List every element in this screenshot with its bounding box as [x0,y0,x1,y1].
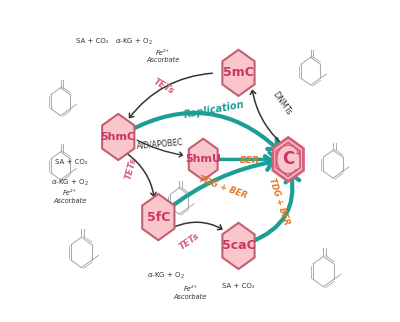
Text: TETs: TETs [124,156,138,181]
Text: 5caC: 5caC [222,240,255,252]
Text: $\alpha$-KG + O$_2$: $\alpha$-KG + O$_2$ [51,178,89,188]
Text: AID/APOBEC: AID/APOBEC [136,138,184,151]
Text: Ascorbate: Ascorbate [174,294,207,300]
Text: C: C [282,150,294,168]
Polygon shape [189,139,218,180]
Text: TDG + BER: TDG + BER [267,176,290,225]
Text: Fe²⁺: Fe²⁺ [183,286,197,292]
Text: BER: BER [240,156,260,165]
Polygon shape [142,194,174,240]
Text: DNMTs: DNMTs [270,90,293,117]
Text: $\alpha$-KG + O$_2$: $\alpha$-KG + O$_2$ [116,37,153,47]
Text: TETs: TETs [151,77,175,96]
Text: 5fC: 5fC [147,211,170,223]
Polygon shape [222,223,254,269]
Text: 5hmC: 5hmC [101,132,136,142]
Polygon shape [102,114,134,160]
Text: Fe²⁺: Fe²⁺ [156,50,170,56]
Text: $\alpha$-KG + O$_2$: $\alpha$-KG + O$_2$ [148,271,185,281]
Text: TDG + BER: TDG + BER [197,174,248,200]
Text: 5mC: 5mC [223,66,254,79]
Text: TETs: TETs [178,231,201,251]
Text: SA + CO₂: SA + CO₂ [222,283,255,289]
Text: Ascorbate: Ascorbate [54,198,87,204]
Text: Replication: Replication [183,99,246,120]
Text: SA + CO₂: SA + CO₂ [56,159,88,165]
Text: SA + CO₂: SA + CO₂ [76,38,109,44]
Text: Fe²⁺: Fe²⁺ [63,190,77,196]
Text: 5hmU: 5hmU [185,154,221,165]
Polygon shape [222,50,254,96]
Text: Ascorbate: Ascorbate [146,57,180,63]
Polygon shape [273,137,304,181]
